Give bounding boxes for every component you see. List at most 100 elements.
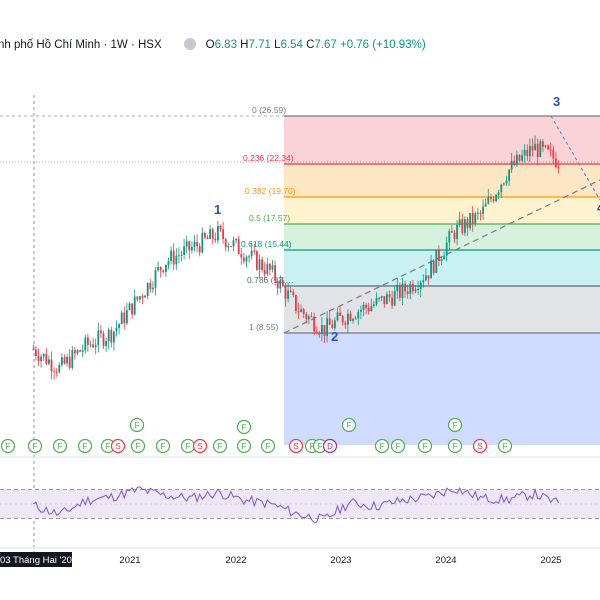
candle: [222, 221, 224, 244]
candle: [378, 296, 380, 302]
event-marker-F[interactable]: F: [260, 438, 276, 454]
candle: [344, 320, 347, 329]
event-marker-F[interactable]: F: [130, 438, 146, 454]
candle: [430, 255, 432, 279]
eye-icon[interactable]: [183, 38, 196, 50]
fib-label-3: 0.5 (17.57): [249, 213, 290, 223]
time-axis[interactable]: 03 Tháng Hai '20 2021 2022 2023 2024 2025: [0, 552, 562, 567]
candle: [50, 351, 53, 380]
change-value: +0.76 (+10.93%): [339, 39, 426, 51]
svg-text:F: F: [423, 442, 428, 451]
event-marker-F[interactable]: F: [77, 438, 93, 454]
event-marker-F[interactable]: F: [374, 438, 390, 454]
wave-trendline[interactable]: [283, 179, 600, 334]
candle: [489, 193, 492, 203]
candle: [123, 306, 126, 330]
candle: [495, 193, 497, 203]
event-marker-F[interactable]: F: [155, 438, 171, 454]
candle: [271, 260, 274, 273]
svg-text:F: F: [396, 442, 401, 451]
candle: [401, 277, 404, 306]
event-marker-F[interactable]: F: [180, 438, 196, 454]
candle: [94, 338, 97, 355]
candle: [367, 302, 370, 315]
candle: [362, 301, 365, 317]
fib-label-6: 1 (8.55): [249, 322, 278, 332]
event-marker-F[interactable]: F: [341, 417, 357, 433]
event-marker-F[interactable]: F: [236, 419, 252, 435]
candle: [229, 245, 232, 247]
symbol-title[interactable]: nh phố Hồ Chí Minh · 1W · HSX: [0, 39, 162, 51]
candle: [492, 196, 495, 204]
candle: [219, 224, 222, 233]
low-label: L: [274, 39, 281, 51]
x-tick-crosshair: 03 Tháng Hai '20: [0, 552, 72, 567]
candle: [484, 198, 487, 207]
candle: [242, 253, 245, 264]
candle: [463, 216, 466, 237]
candle: [307, 314, 310, 325]
candle: [73, 346, 76, 360]
candle: [521, 149, 523, 163]
candle: [414, 284, 417, 294]
projection-line[interactable]: [550, 115, 600, 201]
candle: [203, 231, 206, 240]
event-marker-S[interactable]: S: [288, 438, 304, 454]
candle: [336, 307, 339, 322]
svg-text:F: F: [106, 442, 111, 451]
candle: [372, 300, 375, 308]
candle: [513, 155, 516, 167]
candle: [349, 310, 352, 322]
candle: [206, 234, 209, 240]
fibonacci-zones: [284, 115, 600, 445]
event-marker-F[interactable]: F: [52, 438, 68, 454]
candle: [427, 275, 430, 285]
candle: [339, 306, 341, 317]
candle: [528, 138, 531, 163]
event-marker-F[interactable]: F: [417, 438, 433, 454]
event-marker-S[interactable]: S: [472, 438, 488, 454]
wave-label-4: 4: [597, 200, 600, 215]
candle: [417, 280, 419, 295]
svg-text:F: F: [242, 423, 247, 432]
event-marker-F[interactable]: F: [0, 438, 16, 454]
event-marker-S[interactable]: S: [192, 438, 208, 454]
candle: [115, 320, 118, 337]
svg-text:F: F: [218, 442, 223, 451]
candle: [510, 152, 513, 173]
candle: [469, 212, 471, 231]
event-marker-F[interactable]: F: [447, 438, 463, 454]
fib-zone-4: [284, 250, 600, 286]
candle: [310, 312, 313, 318]
event-marker-F[interactable]: F: [236, 438, 252, 454]
candle: [172, 243, 175, 271]
svg-text:F: F: [186, 442, 191, 451]
candle: [557, 160, 560, 174]
open-value: 6.83: [214, 39, 237, 51]
candle: [112, 330, 115, 351]
candle: [302, 307, 305, 319]
event-marker-F[interactable]: F: [129, 417, 145, 433]
candle: [136, 296, 139, 302]
event-marker-F[interactable]: F: [212, 438, 228, 454]
wave-label-3: 3: [553, 94, 560, 109]
candle: [357, 309, 360, 326]
event-marker-D[interactable]: D: [322, 438, 338, 454]
candle: [365, 302, 367, 315]
candle: [352, 317, 354, 324]
candle: [190, 241, 193, 254]
event-marker-F[interactable]: F: [447, 417, 463, 433]
event-marker-F[interactable]: F: [497, 438, 513, 454]
event-marker-S[interactable]: S: [110, 438, 126, 454]
candle: [159, 266, 162, 278]
event-marker-F[interactable]: F: [27, 438, 43, 454]
candle: [92, 338, 94, 349]
candle: [34, 345, 37, 361]
candle: [305, 312, 308, 324]
candle: [196, 234, 198, 253]
event-marker-F[interactable]: F: [390, 438, 406, 454]
trendlines[interactable]: [283, 115, 600, 334]
candle: [479, 210, 482, 221]
candle: [333, 317, 336, 331]
